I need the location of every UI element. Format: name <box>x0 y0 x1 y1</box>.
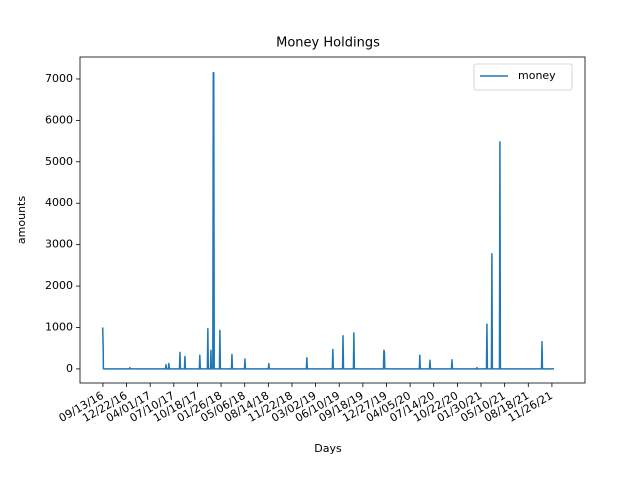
x-axis-label: Days <box>314 442 342 455</box>
y-tick-label: 5000 <box>45 155 73 168</box>
data-line <box>101 71 555 370</box>
legend-box <box>473 63 573 91</box>
y-tick-label: 6000 <box>45 113 73 126</box>
y-tick-label: 3000 <box>45 238 73 251</box>
y-tick-label: 1000 <box>45 320 73 333</box>
plot-frame <box>79 56 586 384</box>
legend-label: money <box>518 69 556 82</box>
y-tick-label: 4000 <box>45 196 73 209</box>
y-tick-label: 0 <box>66 362 73 375</box>
y-tick-label: 2000 <box>45 279 73 292</box>
chart-title: Money Holdings <box>276 36 380 51</box>
y-tick-label: 7000 <box>45 72 73 85</box>
y-axis-label: amounts <box>15 196 28 244</box>
